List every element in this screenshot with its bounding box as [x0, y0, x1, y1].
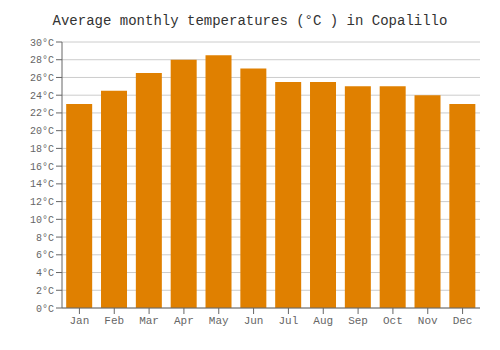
- svg-text:4°C: 4°C: [36, 268, 54, 279]
- svg-text:8°C: 8°C: [36, 233, 54, 244]
- svg-text:Dec: Dec: [453, 315, 473, 327]
- svg-text:Mar: Mar: [139, 315, 159, 327]
- svg-text:Apr: Apr: [174, 315, 194, 327]
- svg-text:24°C: 24°C: [30, 91, 54, 102]
- svg-text:16°C: 16°C: [30, 162, 54, 173]
- svg-text:Aug: Aug: [313, 315, 333, 327]
- svg-text:28°C: 28°C: [30, 55, 54, 66]
- svg-text:Jan: Jan: [70, 315, 90, 327]
- html-text:Average monthly temperatures (: Average monthly temperatures (°C ) in Co…: [52, 13, 448, 29]
- svg-text:2°C: 2°C: [36, 286, 54, 297]
- svg-text:6°C: 6°C: [36, 250, 54, 261]
- svg-text:30°C: 30°C: [30, 38, 54, 49]
- svg-text:Sep: Sep: [348, 315, 368, 327]
- svg-text:Feb: Feb: [104, 315, 124, 327]
- svg-text:26°C: 26°C: [30, 73, 54, 84]
- svg-text:Jun: Jun: [244, 315, 264, 327]
- svg-text:14°C: 14°C: [30, 179, 54, 190]
- svg-text:May: May: [209, 315, 229, 327]
- svg-text:20°C: 20°C: [30, 126, 54, 137]
- svg-text:18°C: 18°C: [30, 144, 54, 155]
- svg-text:0°C: 0°C: [36, 304, 54, 315]
- svg-text:10°C: 10°C: [30, 215, 54, 226]
- svg-text:Jul: Jul: [279, 315, 299, 327]
- svg-text:22°C: 22°C: [30, 108, 54, 119]
- svg-text:Oct: Oct: [383, 315, 403, 327]
- svg-text:Nov: Nov: [418, 315, 438, 327]
- svg-text:12°C: 12°C: [30, 197, 54, 208]
